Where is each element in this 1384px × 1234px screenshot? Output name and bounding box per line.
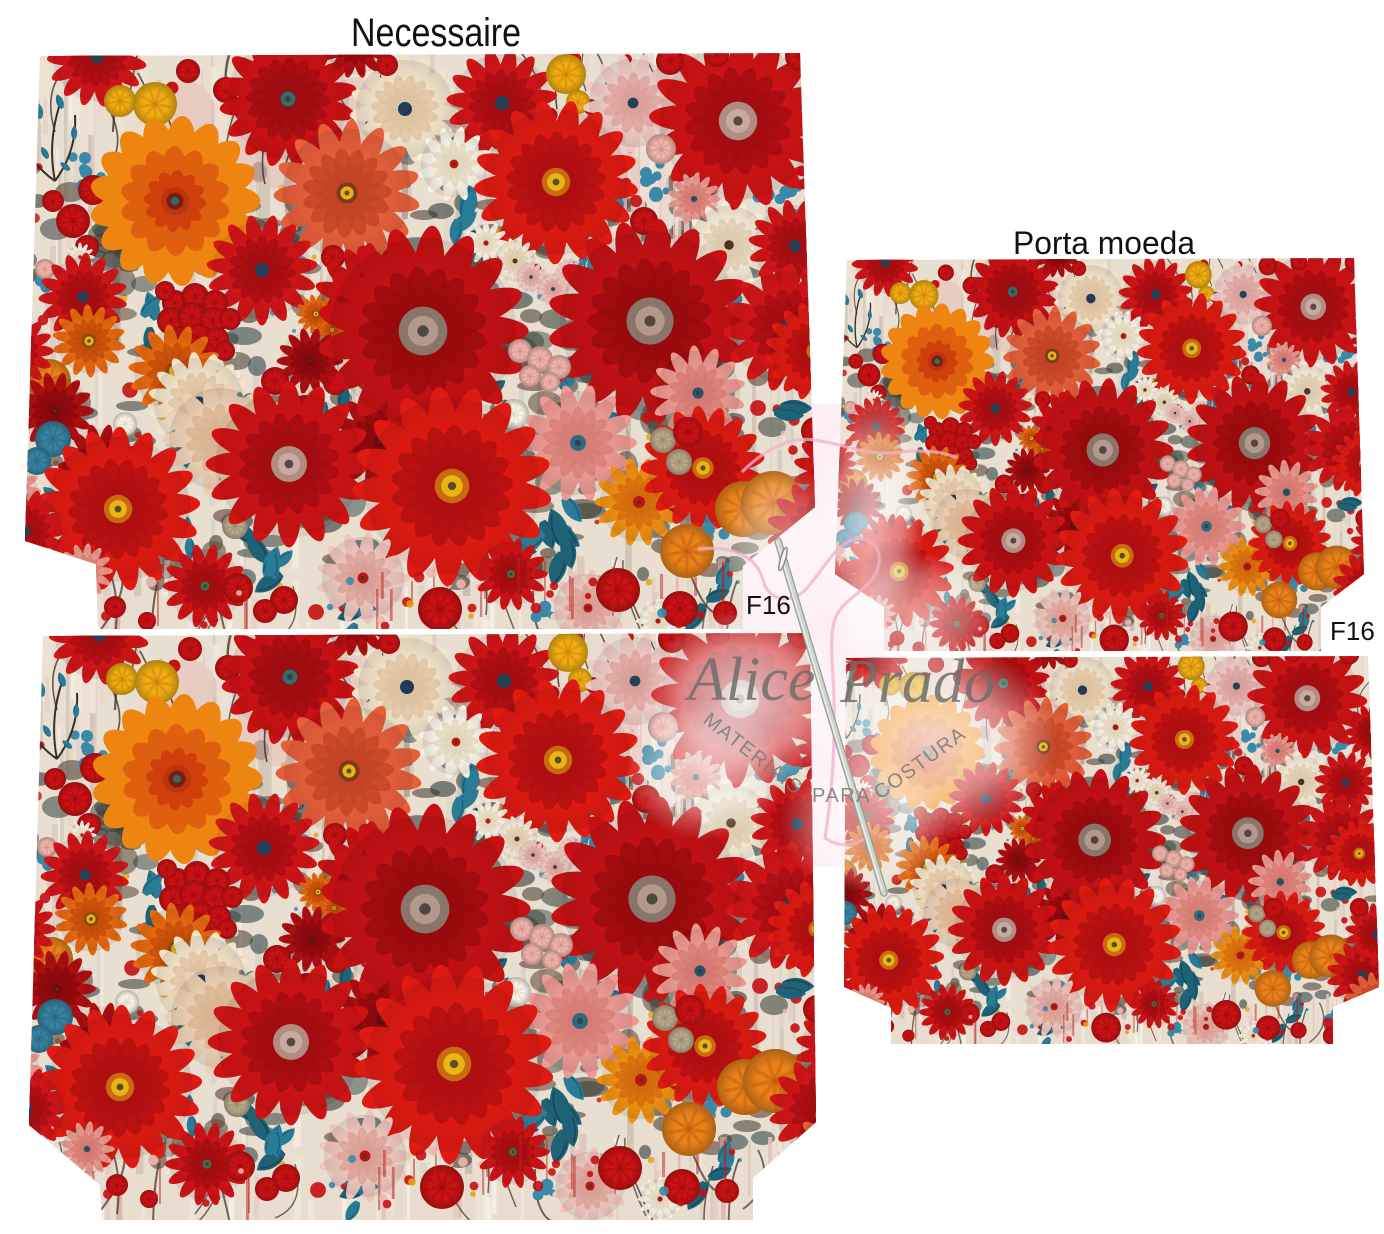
svg-text:Porta moeda: Porta moeda <box>1013 225 1195 261</box>
svg-text:F16: F16 <box>1330 616 1375 646</box>
svg-text:Alice: Alice <box>684 646 815 714</box>
svg-text:PARA: PARA <box>812 785 871 807</box>
svg-text:F16: F16 <box>746 590 791 620</box>
svg-text:Necessaire: Necessaire <box>351 11 521 55</box>
svg-text:Prado: Prado <box>839 648 995 716</box>
